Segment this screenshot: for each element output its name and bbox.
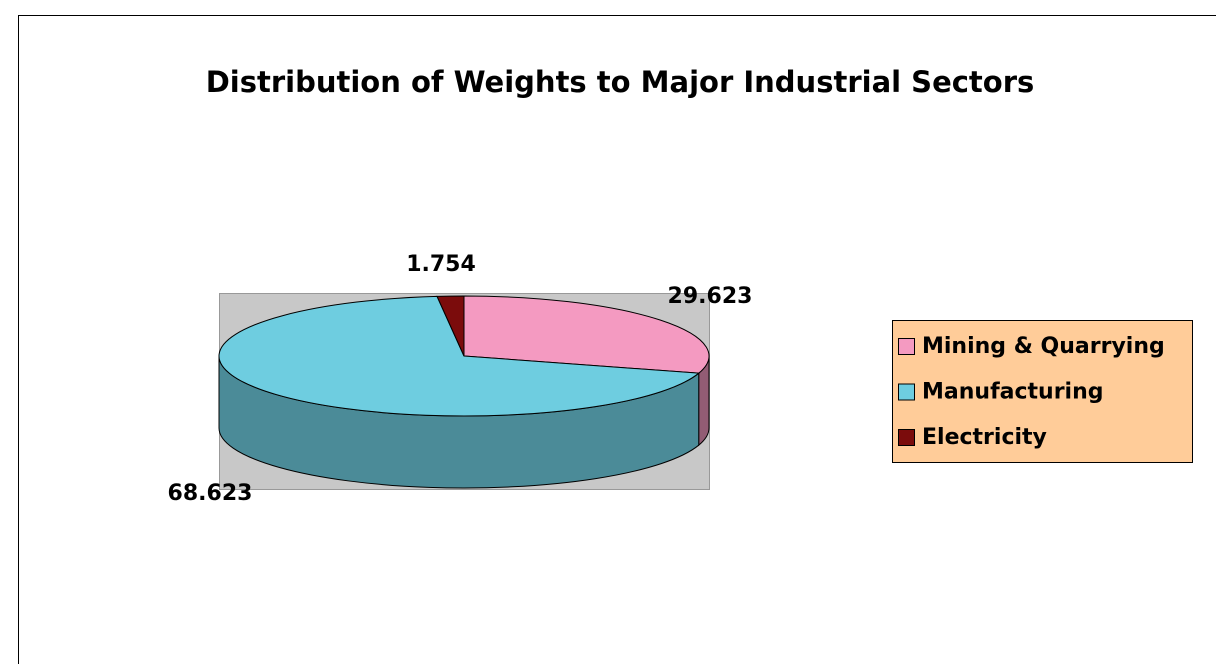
legend-label: Manufacturing <box>922 380 1104 405</box>
legend-label: Electricity <box>922 425 1047 450</box>
data-label: 68.623 <box>168 481 253 506</box>
legend-swatch <box>899 384 915 400</box>
data-label: 29.623 <box>668 284 753 309</box>
chart-title: Distribution of Weights to Major Industr… <box>206 65 1035 99</box>
data-label: 1.754 <box>406 252 476 277</box>
legend-swatch <box>899 339 915 355</box>
legend-swatch <box>899 430 915 446</box>
legend-label: Mining & Quarrying <box>922 334 1165 359</box>
